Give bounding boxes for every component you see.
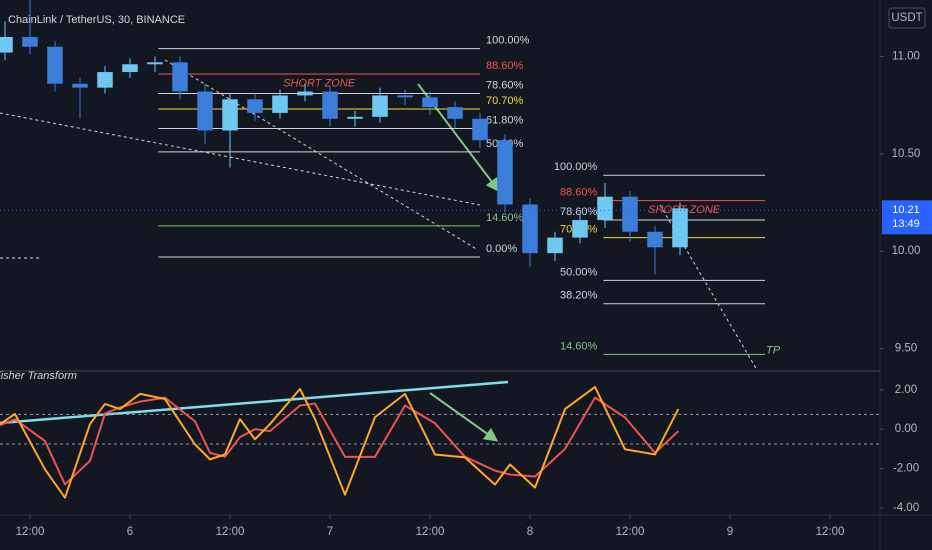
candle-body <box>347 116 363 119</box>
candle-body <box>247 99 263 113</box>
y-tick-label: 11.00 <box>892 51 920 63</box>
candle-body <box>97 72 113 88</box>
y-tick-label: -4.00 <box>893 502 919 514</box>
candle-body <box>222 99 238 131</box>
candle-body <box>0 37 13 53</box>
fib-label: 38.20% <box>560 290 598 302</box>
candle-body <box>547 237 563 254</box>
candle-body <box>272 95 288 113</box>
y-tick-label: 9.50 <box>895 343 917 355</box>
indicator-line <box>0 385 680 499</box>
candle-body <box>647 231 663 248</box>
indicator-trend-line <box>0 380 509 425</box>
zone-label: SHORT ZONE <box>283 78 356 90</box>
candle-body <box>572 220 588 238</box>
candle-body <box>322 91 338 119</box>
last-price-box <box>882 200 932 235</box>
fib-label: 70.70% <box>486 95 524 107</box>
candle-body <box>522 204 538 254</box>
fib-label: 88.60% <box>486 60 524 72</box>
candle-body <box>622 196 638 232</box>
candle-body <box>472 118 488 141</box>
candle-body <box>172 62 188 92</box>
y-tick-label: 0.00 <box>895 423 917 435</box>
y-tick-label: -2.00 <box>893 463 919 475</box>
fib-label: 78.60% <box>486 79 524 91</box>
chart-title: ChainLink / TetherUS, 30, BINANCE <box>8 14 185 26</box>
candle-body <box>147 62 163 65</box>
fib-label: 14.60% <box>486 212 524 224</box>
last-price-label: 10.21 <box>892 204 920 216</box>
arrow <box>429 392 499 442</box>
x-tick-label: 8 <box>527 526 533 538</box>
fib-label: 100.00% <box>554 161 598 173</box>
currency-box[interactable] <box>888 7 926 29</box>
x-tick-label: 9 <box>727 526 733 538</box>
y-tick-label: 2.00 <box>895 384 917 396</box>
candle-body <box>197 91 213 131</box>
candle-body <box>497 140 513 205</box>
candle-body <box>47 46 63 84</box>
candle-body <box>122 64 138 73</box>
fib-label: 61.80% <box>486 114 524 126</box>
candle-body <box>597 196 613 221</box>
candle-body <box>297 91 313 96</box>
x-tick-label: 12:00 <box>616 526 645 538</box>
fib-label: 50.00% <box>560 266 598 278</box>
x-tick-label: 12:00 <box>816 526 845 538</box>
trend-line <box>164 59 479 251</box>
target-label: TP <box>766 344 781 356</box>
y-tick-label: 10.00 <box>892 245 921 257</box>
candle-body <box>672 208 688 248</box>
candle-body <box>397 95 413 98</box>
fib-label: 100.00% <box>486 35 530 47</box>
currency[interactable]: USDT <box>891 12 922 24</box>
fib-label: 14.60% <box>560 340 598 352</box>
x-tick-label: 6 <box>127 526 133 538</box>
candle-body <box>447 107 463 119</box>
candle-body <box>372 95 388 117</box>
candle-body <box>422 97 438 108</box>
x-tick-label: 12:00 <box>216 526 245 538</box>
countdown-label: 13:49 <box>892 218 920 230</box>
y-tick-label: 10.50 <box>892 148 921 160</box>
x-tick-label: 12:00 <box>16 526 45 538</box>
fib-label: 78.60% <box>560 206 598 218</box>
candle-body <box>22 37 38 47</box>
indicator-title: Fisher Transform <box>0 370 77 382</box>
x-tick-label: 12:00 <box>416 526 445 538</box>
x-tick-label: 7 <box>327 526 333 538</box>
fib-label: 0.00% <box>486 243 517 255</box>
fib-label: 88.60% <box>560 186 598 198</box>
candle-body <box>72 83 88 88</box>
